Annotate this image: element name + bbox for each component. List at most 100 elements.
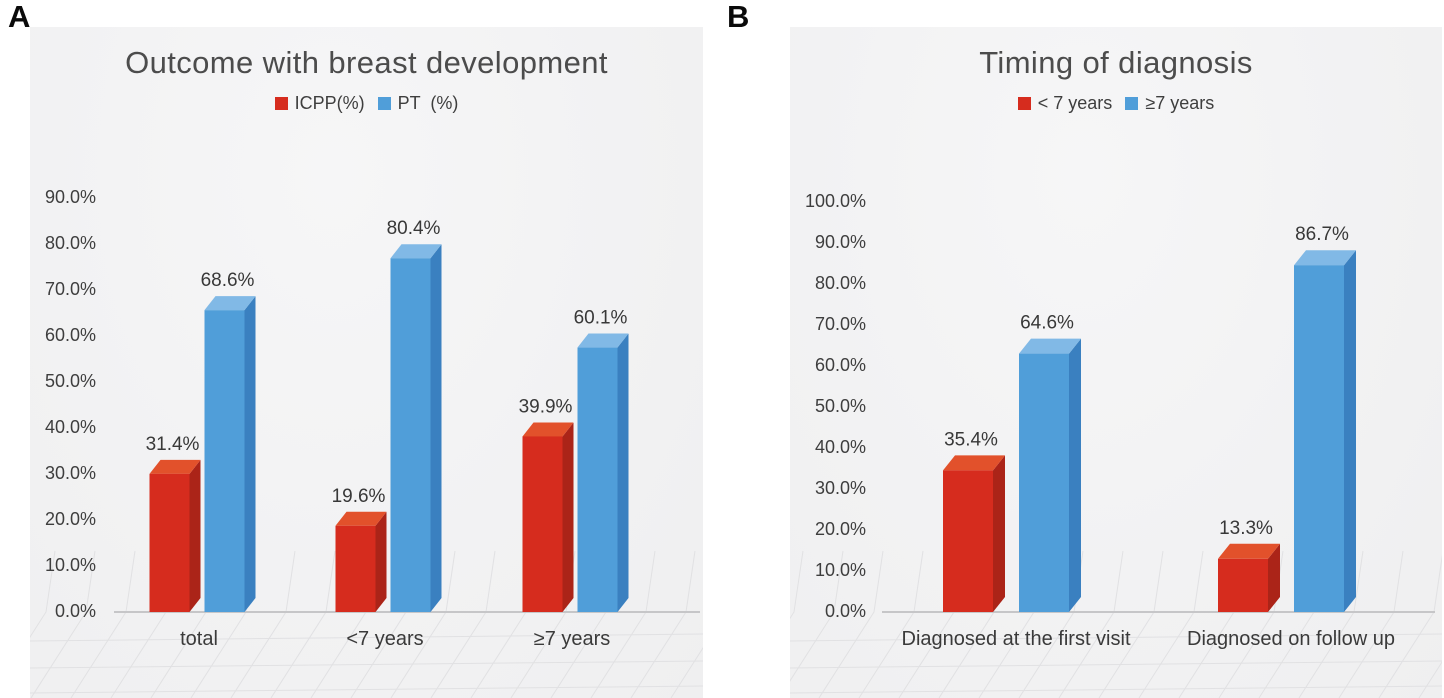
panel-b-chart: Timing of diagnosis < 7 years ≥7 years 10… (790, 27, 1442, 698)
bar-front-face (335, 525, 376, 612)
bar-series1 (149, 459, 201, 612)
floor-grid (790, 550, 1442, 698)
y-tick-label: 70.0% (815, 314, 866, 334)
legend-item: ICPP(%) (274, 93, 365, 114)
bar-side-face (244, 296, 256, 612)
bar-series2 (390, 244, 442, 613)
bar-top-face (943, 455, 1005, 471)
bar-series2 (204, 296, 256, 612)
chart-title-a: Outcome with breast development (125, 45, 608, 80)
floor-grid-cross-line (790, 685, 1442, 694)
bar-value-label: 19.6% (332, 486, 386, 507)
floor-grid-cross-line (30, 660, 703, 669)
panel-b-letter: B (727, 0, 750, 34)
legend-swatch (1017, 97, 1031, 110)
y-tick-label: 50.0% (815, 396, 866, 416)
chart-title-b: Timing of diagnosis (979, 45, 1253, 80)
floor-grid-cross-line (30, 685, 703, 694)
y-tick-label: 20.0% (815, 519, 866, 539)
bar-top-face (1019, 338, 1081, 354)
bar-top-face (335, 511, 387, 526)
legend-item: < 7 years (1017, 93, 1113, 114)
floor-grid-cross-line (790, 633, 1442, 642)
bar-top-face (149, 459, 201, 474)
bar-side-face (1344, 250, 1356, 612)
bar-series2 (577, 333, 629, 612)
bar-top-face (390, 244, 442, 259)
bar-top-face (522, 422, 574, 437)
y-tick-label: 20.0% (45, 509, 96, 529)
legend-label: < 7 years (1037, 93, 1113, 113)
bar-value-label: 64.6% (1020, 313, 1074, 334)
y-tick-label: 80.0% (815, 273, 866, 293)
y-tick-label: 60.0% (45, 325, 96, 345)
legend-b: < 7 years ≥7 years (790, 93, 1442, 114)
y-tick-label: 0.0% (55, 601, 96, 621)
bar-top-face (1294, 250, 1356, 266)
bar-value-label: 13.3% (1219, 518, 1273, 539)
bar-front-face (1019, 353, 1069, 612)
bar-value-label: 86.7% (1295, 224, 1349, 245)
y-tick-label: 100.0% (805, 191, 866, 211)
bar-value-label: 35.4% (944, 429, 998, 450)
bar-side-face (617, 333, 629, 612)
bar-top-face (1218, 543, 1280, 559)
floor-grid-depth-line (818, 550, 884, 698)
legend-swatch (377, 97, 391, 110)
x-category-label: Diagnosed at the first visit (902, 628, 1131, 650)
floor-grid-depth-line (790, 550, 804, 620)
x-category-label: ≥7 years (534, 628, 611, 650)
x-category-label: <7 years (346, 628, 423, 650)
bar-value-label: 80.4% (387, 218, 441, 239)
bar-side-face (430, 244, 442, 613)
legend-a: ICPP(%) PT (%) (30, 93, 703, 114)
bar-front-face (1294, 265, 1344, 612)
bar-series1 (522, 422, 574, 612)
floor-grid-cross-line (30, 633, 703, 642)
y-tick-label: 50.0% (45, 371, 96, 391)
legend-label: ICPP(%) (294, 93, 365, 113)
floor-grid-depth-line (790, 550, 844, 682)
floor-grid-cross-line (790, 660, 1442, 669)
bar-side-face (1268, 543, 1280, 612)
floor-grid-depth-line (30, 550, 56, 638)
y-tick-label: 70.0% (45, 279, 96, 299)
bar-series2 (1294, 250, 1356, 612)
legend-swatch (1125, 97, 1139, 110)
bar-value-label: 68.6% (201, 270, 255, 291)
bar-front-face (149, 473, 190, 612)
bar-front-face (943, 470, 993, 612)
y-tick-label: 30.0% (815, 478, 866, 498)
y-tick-label: 0.0% (825, 601, 866, 621)
y-tick-label: 40.0% (45, 417, 96, 437)
bar-side-face (1069, 338, 1081, 612)
bar-front-face (1218, 558, 1268, 612)
bar-top-face (577, 333, 629, 348)
y-tick-label: 90.0% (45, 187, 96, 207)
bar-value-label: 31.4% (146, 434, 200, 455)
bar-front-face (522, 436, 563, 612)
floor-grid-depth-line (30, 550, 96, 698)
bar-value-label: 39.9% (519, 396, 573, 417)
legend-label: PT (%) (397, 93, 459, 113)
x-category-label: Diagnosed on follow up (1187, 628, 1395, 650)
floor-grid-depth-line (670, 647, 703, 698)
y-tick-label: 80.0% (45, 233, 96, 253)
floor-grid-depth-line (1418, 661, 1442, 698)
plot-area-a: 90.0% 80.0% 70.0% 60.0% 50.0% 40.0% 30.0% 20.0%… (30, 187, 703, 698)
y-tick-label: 30.0% (45, 463, 96, 483)
bar-series2 (1019, 338, 1081, 612)
legend-item: PT (%) (377, 93, 459, 114)
bar-series1 (943, 455, 1005, 612)
bar-front-face (577, 347, 618, 612)
legend-label: ≥7 years (1145, 93, 1215, 113)
bar-series1 (1218, 543, 1280, 612)
bar-side-face (189, 459, 201, 612)
y-tick-label: 10.0% (815, 560, 866, 580)
bar-front-face (390, 258, 431, 612)
bar-value-label: 60.1% (574, 308, 628, 329)
bar-side-face (993, 455, 1005, 612)
bar-series1 (335, 511, 387, 612)
y-tick-label: 90.0% (815, 232, 866, 252)
